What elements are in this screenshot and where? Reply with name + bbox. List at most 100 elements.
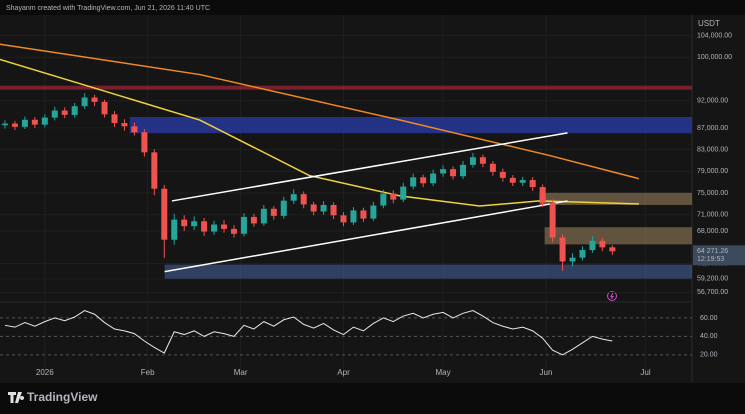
zone xyxy=(0,85,692,90)
candle-body xyxy=(151,152,158,189)
currency: USDT xyxy=(698,19,720,28)
candle-body xyxy=(21,119,28,127)
candle-body xyxy=(459,164,466,177)
rsi-tick-label: 20.00 xyxy=(700,352,718,359)
candle-body xyxy=(280,200,287,216)
candle-body xyxy=(211,224,218,232)
y-tick-label: 59,200.00 xyxy=(697,276,728,283)
moving-average xyxy=(0,58,639,207)
candle-body xyxy=(91,97,98,102)
moving-average xyxy=(0,43,640,180)
candle-body xyxy=(330,205,337,216)
candle-body xyxy=(171,219,178,240)
trendline xyxy=(164,200,568,273)
y-tick-label: 87,000.00 xyxy=(697,125,728,132)
candle-body xyxy=(221,224,228,229)
x-tick-label: Apr xyxy=(337,368,350,377)
candle-body xyxy=(579,250,586,258)
candle-body xyxy=(489,163,496,172)
candle-body xyxy=(440,169,447,174)
candle-body xyxy=(609,247,616,252)
y-tick-label: 100,000.00 xyxy=(697,54,732,61)
candle-body xyxy=(479,157,486,164)
rsi-tick-label: 60.00 xyxy=(700,315,718,322)
candle-body xyxy=(191,221,198,227)
candle-body xyxy=(599,240,606,248)
zone xyxy=(164,264,693,279)
candle-body xyxy=(61,110,68,115)
candle-body xyxy=(350,210,357,223)
candle-body xyxy=(380,193,387,206)
candle-body xyxy=(141,132,148,153)
candle-body xyxy=(290,194,297,201)
candle-body xyxy=(430,173,437,184)
y-tick-label: 79,000.00 xyxy=(697,168,728,175)
y-tick-label: 75,000.00 xyxy=(697,190,728,197)
y-tick-label: 56,700.00 xyxy=(697,289,728,296)
rsi-line xyxy=(4,309,613,356)
candle-body xyxy=(549,202,556,238)
rsi-tick-label: 40.00 xyxy=(700,333,718,340)
logo xyxy=(8,392,25,403)
candle-body xyxy=(310,204,317,212)
brand: TradingView xyxy=(27,390,98,404)
candle-body xyxy=(509,177,516,183)
y-tick-label: 92,000.00 xyxy=(697,98,728,105)
candle-body xyxy=(300,194,307,205)
alert-icon xyxy=(607,291,617,301)
candle-body xyxy=(370,205,377,219)
candle-body xyxy=(340,215,347,223)
candle-body xyxy=(420,177,427,184)
candle-body xyxy=(121,123,128,127)
candle-body xyxy=(181,219,188,227)
candle-body xyxy=(260,208,267,224)
candle-body xyxy=(201,221,208,232)
time-tag-label: 12:19:53 xyxy=(697,256,724,263)
candle-body xyxy=(240,216,247,234)
x-tick-label: Jul xyxy=(640,368,650,377)
trendline xyxy=(171,132,568,202)
candle-body xyxy=(360,210,367,219)
candle-body xyxy=(250,216,257,224)
candle-body xyxy=(131,126,138,133)
x-tick-label: May xyxy=(436,368,451,377)
candle-body xyxy=(320,205,327,212)
price-tag-label: 64 271.26 xyxy=(697,248,728,255)
x-tick-label: 2026 xyxy=(36,368,54,377)
candle-body xyxy=(529,180,536,188)
candle-body xyxy=(450,169,457,177)
candle-body xyxy=(390,193,397,200)
candle-body xyxy=(519,180,526,183)
candle-body xyxy=(539,187,546,203)
candle-body xyxy=(1,123,8,126)
candle-body xyxy=(499,171,506,178)
y-tick-label: 71,000.00 xyxy=(697,212,728,219)
candle-body xyxy=(11,123,18,127)
zone xyxy=(129,117,692,134)
candle-body xyxy=(101,101,108,115)
zone xyxy=(544,227,692,245)
price-tag xyxy=(693,245,745,266)
x-tick-label: Mar xyxy=(234,368,248,377)
candle-body xyxy=(270,208,277,216)
candle-body xyxy=(469,157,476,165)
candle-body xyxy=(230,228,237,234)
candle-body xyxy=(41,117,48,125)
candle-body xyxy=(559,237,566,262)
candle-body xyxy=(51,110,58,118)
candle-body xyxy=(161,188,168,240)
y-tick-label: 83,000.00 xyxy=(697,146,728,153)
candle-body xyxy=(81,97,88,107)
x-tick-label: Jun xyxy=(540,368,553,377)
candle-body xyxy=(31,119,38,125)
candle-body xyxy=(71,106,78,115)
x-tick-label: Feb xyxy=(141,368,155,377)
y-tick-label: 68,000.00 xyxy=(697,228,728,235)
y-tick-label: 104,000.00 xyxy=(697,32,732,39)
candle-body xyxy=(410,177,417,187)
header: Shayanm created with TradingView.com, Ju… xyxy=(6,5,210,12)
candle-body xyxy=(569,257,576,262)
candle-body xyxy=(400,186,407,200)
candle-body xyxy=(589,240,596,251)
